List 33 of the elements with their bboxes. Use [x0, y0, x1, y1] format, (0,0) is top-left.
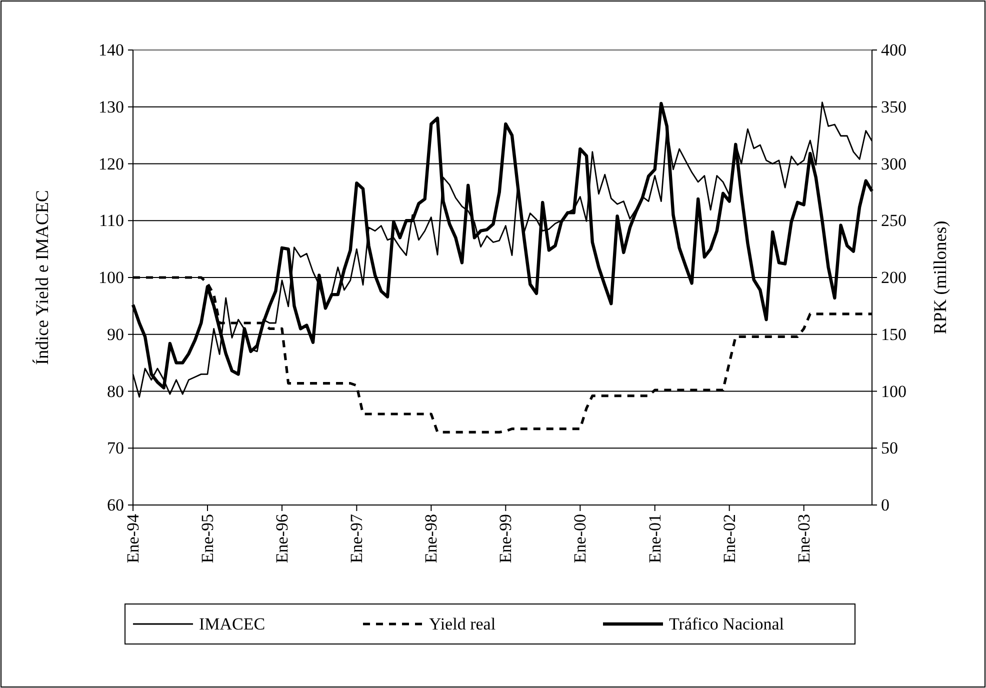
y-tick-label: 90 — [107, 324, 124, 344]
y-tick-label: 140 — [98, 40, 124, 60]
legend-label: Yield real — [429, 614, 496, 634]
x-tick-label: Ene-95 — [198, 514, 217, 564]
x-tick-label: Ene-00 — [570, 514, 590, 564]
y2-tick-label: 0 — [881, 496, 890, 514]
x-tick-label: Ene-03 — [794, 514, 814, 564]
x-tick-label: Ene-02 — [720, 514, 739, 564]
y2-tick-label: 150 — [881, 324, 906, 344]
y2-tick-label: 50 — [881, 438, 898, 458]
y2-tick-label: 100 — [881, 382, 906, 401]
y-tick-label: 100 — [98, 268, 124, 287]
x-tick-label: Ene-99 — [496, 514, 516, 564]
y2-tick-label: 400 — [881, 40, 906, 60]
x-tick-label: Ene-97 — [347, 514, 366, 564]
y-tick-label: 70 — [107, 438, 124, 458]
y2-axis-title: RPK (millones) — [930, 220, 950, 334]
legend-label: IMACEC — [199, 614, 266, 634]
x-tick-label: Ene-96 — [272, 514, 292, 564]
y-tick-label: 120 — [98, 154, 124, 174]
y-tick-label: 60 — [107, 496, 124, 514]
y2-tick-label: 350 — [881, 97, 906, 116]
x-tick-label: Ene-01 — [645, 514, 664, 564]
y-tick-label: 110 — [99, 211, 124, 230]
y-axis-title: Índice Yield e IMACEC — [32, 190, 52, 365]
x-tick-label: Ene-98 — [422, 514, 441, 564]
y2-tick-label: 250 — [881, 211, 906, 230]
y-tick-label: 130 — [98, 97, 124, 116]
y-tick-label: 80 — [107, 382, 124, 401]
y2-tick-label: 200 — [881, 268, 906, 287]
x-tick-label: Ene-94 — [124, 514, 142, 564]
legend-label: Tráfico Nacional — [669, 614, 784, 634]
y2-tick-label: 300 — [881, 154, 906, 174]
